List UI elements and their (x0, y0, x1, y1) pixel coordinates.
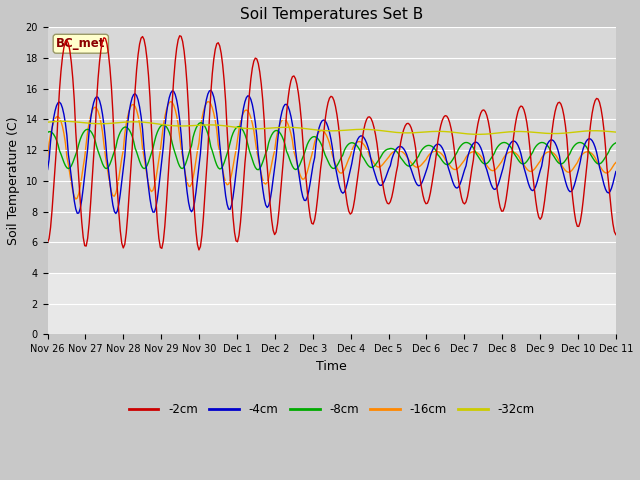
Legend: -2cm, -4cm, -8cm, -16cm, -32cm: -2cm, -4cm, -8cm, -16cm, -32cm (124, 398, 540, 421)
Title: Soil Temperatures Set B: Soil Temperatures Set B (240, 7, 423, 22)
Y-axis label: Soil Temperature (C): Soil Temperature (C) (7, 117, 20, 245)
Text: BC_met: BC_met (56, 37, 106, 50)
Bar (47, 273, 616, 335)
X-axis label: Time: Time (316, 360, 347, 373)
